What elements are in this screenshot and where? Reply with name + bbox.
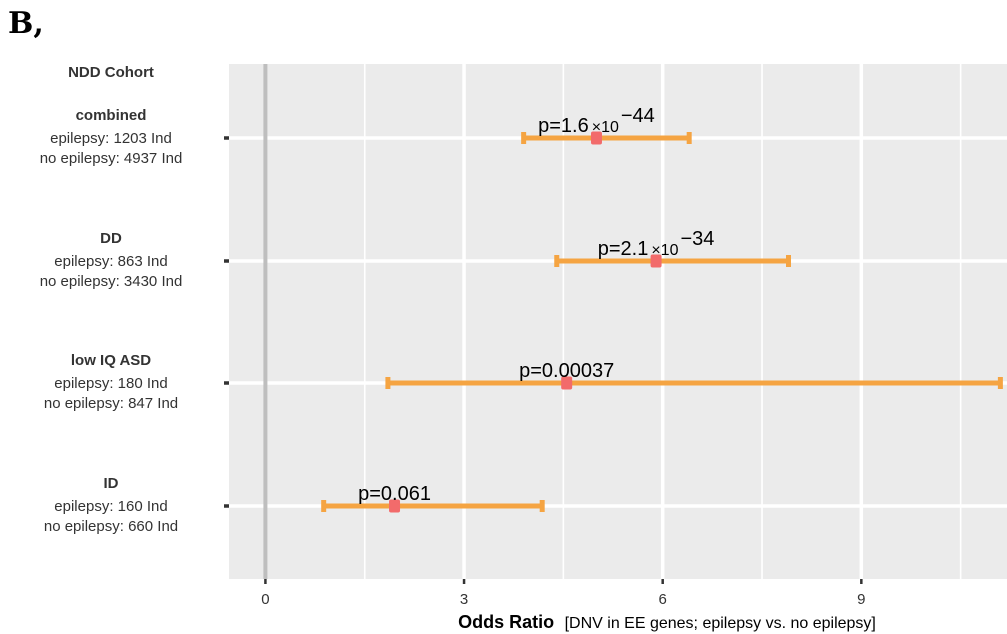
x-axis-title-note: [DNV in EE genes; epilepsy vs. no epilep… bbox=[565, 615, 876, 632]
epilepsy-count: epilepsy: 863 Ind bbox=[54, 253, 167, 270]
p-value-base: p=1.6 bbox=[538, 115, 589, 137]
x-tick-label: 9 bbox=[857, 591, 865, 608]
epilepsy-count: epilepsy: 160 Ind bbox=[54, 498, 167, 515]
point-estimate bbox=[389, 499, 401, 513]
row-dd: p=2.1 ×10−34 bbox=[554, 228, 791, 268]
x-tick-label: 0 bbox=[261, 591, 269, 608]
epilepsy-count: epilepsy: 180 Ind bbox=[54, 375, 167, 392]
x-axis-title-bold: Odds Ratio bbox=[458, 612, 554, 632]
cohort-name: ID bbox=[104, 475, 119, 492]
p-value-exponent: −44 bbox=[621, 105, 655, 127]
p-value-base: p=0.061 bbox=[358, 483, 431, 505]
epilepsy-count: epilepsy: 1203 Ind bbox=[50, 130, 172, 147]
p-value-label: p=0.00037 bbox=[519, 360, 614, 382]
plot-panel bbox=[229, 64, 1007, 579]
point-estimate bbox=[590, 131, 602, 145]
cohort-name: low IQ ASD bbox=[71, 352, 151, 369]
x-tick-label: 6 bbox=[659, 591, 667, 608]
p-value-label: p=0.061 bbox=[358, 483, 431, 505]
panel-letter: B, bbox=[8, 6, 44, 41]
p-value-label: p=2.1 ×10−34 bbox=[598, 228, 715, 260]
row-id: p=0.061 bbox=[321, 483, 545, 513]
point-estimate bbox=[650, 254, 662, 268]
y-label-dd: DD epilepsy: 863 Ind no epilepsy: 3430 Ind bbox=[40, 230, 229, 290]
x-axis-title: Odds Ratio [DNV in EE genes; epilepsy vs… bbox=[458, 612, 876, 632]
row-combined: p=1.6 ×10−44 bbox=[521, 105, 692, 145]
grid-minor bbox=[363, 64, 962, 579]
cohort-name: DD bbox=[100, 230, 122, 247]
x-axis: 0 3 6 9 bbox=[261, 579, 866, 608]
p-value-base: p=0.00037 bbox=[519, 360, 614, 382]
y-axis-header: NDD Cohort bbox=[68, 64, 154, 81]
p-value-label: p=1.6 ×10−44 bbox=[538, 105, 655, 137]
point-estimate bbox=[561, 376, 573, 390]
no-epilepsy-count: no epilepsy: 4937 Ind bbox=[40, 150, 183, 167]
y-label-id: ID epilepsy: 160 Ind no epilepsy: 660 Ind bbox=[44, 475, 229, 535]
p-value-times: ×10 bbox=[592, 119, 619, 136]
y-label-low-iq-asd: low IQ ASD epilepsy: 180 Ind no epilepsy: … bbox=[44, 352, 229, 412]
p-value-exponent: −34 bbox=[680, 228, 714, 250]
row-low-iq-asd: p=0.00037 bbox=[385, 360, 1003, 390]
p-value-base: p=2.1 bbox=[598, 238, 649, 260]
y-label-combined: combined epilepsy: 1203 Ind no epilepsy: 4… bbox=[40, 107, 229, 167]
y-labels: combined epilepsy: 1203 Ind no epilepsy: 4… bbox=[40, 107, 229, 535]
no-epilepsy-count: no epilepsy: 660 Ind bbox=[44, 518, 178, 535]
cohort-name: combined bbox=[76, 107, 147, 124]
p-value-times: ×10 bbox=[651, 242, 678, 259]
no-epilepsy-count: no epilepsy: 3430 Ind bbox=[40, 273, 183, 290]
x-tick-label: 3 bbox=[460, 591, 468, 608]
no-epilepsy-count: no epilepsy: 847 Ind bbox=[44, 395, 178, 412]
